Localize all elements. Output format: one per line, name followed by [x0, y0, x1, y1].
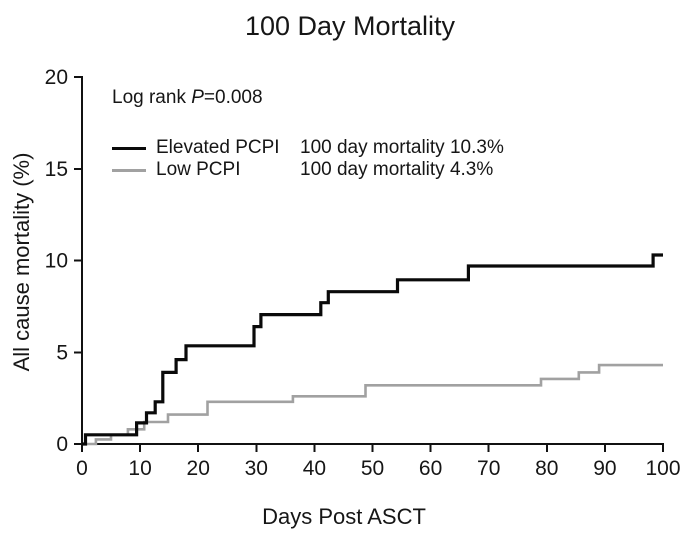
legend-detail-elevated-pcpi: 100 day mortality 10.3%	[300, 137, 504, 158]
chart-title: 100 Day Mortality	[244, 11, 456, 41]
x-tick-label: 30	[245, 457, 268, 480]
y-tick-label: 15	[45, 158, 68, 181]
x-tick-label: 40	[303, 457, 326, 480]
x-tick-label: 70	[477, 457, 500, 480]
low-pcpi-curve	[82, 363, 663, 446]
legend-label-elevated-pcpi: Elevated PCPI	[156, 137, 280, 158]
x-axis-title: Days Post ASCT	[262, 504, 426, 529]
x-tick-label: 0	[76, 457, 88, 480]
x-tick-label: 50	[361, 457, 384, 480]
legend: Elevated PCPI 100 day mortality 10.3% Lo…	[112, 137, 504, 181]
x-tick-label: 90	[593, 457, 616, 480]
low-pcpi-line-swatch	[112, 168, 146, 172]
y-axis-title: All cause mortality (%)	[9, 152, 34, 372]
p-symbol: P	[191, 87, 204, 108]
elevated-pcpi-curve	[82, 253, 663, 446]
x-tick-label: 10	[128, 457, 151, 480]
y-tick-label: 0	[56, 433, 68, 456]
x-tick-label: 60	[419, 457, 442, 480]
y-tick-label: 5	[56, 341, 68, 364]
p-value: =0.008	[203, 87, 263, 108]
legend-row-low-pcpi: Low PCPI 100 day mortality 4.3%	[112, 159, 504, 181]
legend-row-elevated-pcpi: Elevated PCPI 100 day mortality 10.3%	[112, 137, 504, 159]
x-tick-label: 80	[535, 457, 558, 480]
y-tick-label: 10	[45, 250, 68, 273]
y-tick-label: 20	[45, 66, 68, 89]
x-tick-label: 20	[187, 457, 210, 480]
legend-label-low-pcpi: Low PCPI	[156, 159, 241, 180]
legend-detail-low-pcpi: 100 day mortality 4.3%	[300, 159, 494, 180]
log-rank-annotation: Log rank P=0.008	[112, 87, 263, 109]
x-tick-label: 100	[645, 457, 680, 480]
elevated-pcpi-line-swatch	[112, 146, 146, 150]
log-rank-prefix: Log rank	[112, 87, 192, 108]
